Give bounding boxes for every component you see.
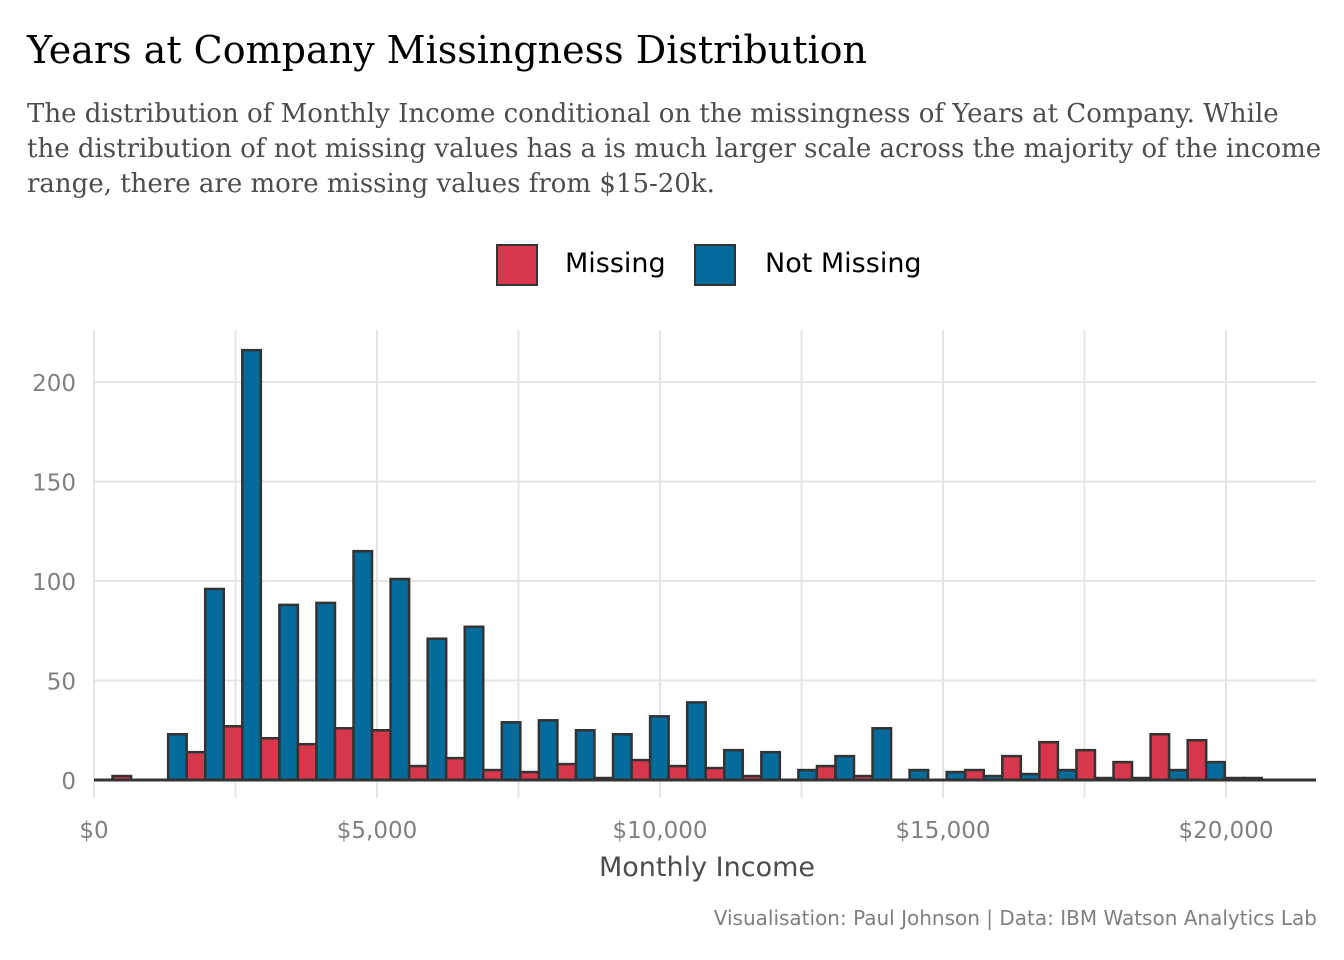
bar-not-missing bbox=[611, 732, 633, 782]
bar-not-missing bbox=[241, 348, 263, 782]
bar-not-missing bbox=[871, 727, 893, 782]
bar-missing bbox=[630, 758, 652, 782]
bar-not-missing bbox=[722, 748, 745, 782]
y-tick-label: 150 bbox=[32, 471, 76, 497]
bar-not-missing bbox=[760, 750, 782, 782]
bar-not-missing bbox=[389, 577, 411, 782]
bar-not-missing bbox=[648, 715, 670, 782]
chart-title: Years at Company Missingness Distributio… bbox=[27, 28, 868, 72]
bar-not-missing bbox=[1204, 760, 1226, 782]
y-tick-label: 100 bbox=[32, 570, 76, 596]
bar-missing bbox=[1075, 748, 1097, 782]
bar-missing bbox=[1001, 754, 1023, 782]
x-tick-label: $15,000 bbox=[895, 818, 990, 844]
caption: Visualisation: Paul Johnson | Data: IBM … bbox=[713, 906, 1317, 930]
bar-not-missing bbox=[834, 754, 856, 782]
x-tick-label: $10,000 bbox=[612, 818, 707, 844]
bar-missing bbox=[667, 764, 689, 782]
y-tick-label: 50 bbox=[47, 670, 76, 696]
y-tick-label: 0 bbox=[61, 769, 76, 795]
bar-missing bbox=[333, 727, 355, 782]
bar-not-missing bbox=[352, 549, 374, 782]
chart-subtitle: The distribution of Monthly Income condi… bbox=[27, 99, 1322, 199]
bar-missing bbox=[1186, 738, 1208, 782]
bar-not-missing bbox=[203, 587, 226, 782]
bar-not-missing bbox=[574, 729, 596, 782]
bar-missing bbox=[185, 750, 207, 782]
x-tick-label: $0 bbox=[79, 818, 108, 844]
bar-not-missing bbox=[278, 603, 300, 782]
bar-missing bbox=[222, 725, 244, 782]
bar-not-missing bbox=[500, 721, 522, 782]
legend-label-not-missing: Not Missing bbox=[765, 248, 922, 279]
bar-not-missing bbox=[315, 601, 337, 782]
legend-label-missing: Missing bbox=[565, 248, 666, 279]
bar-missing bbox=[407, 764, 429, 782]
bar-missing bbox=[444, 756, 466, 782]
bar-not-missing bbox=[166, 732, 188, 782]
legend-key-missing bbox=[496, 244, 538, 286]
x-axis-title: Monthly Income bbox=[598, 852, 816, 883]
x-tick-label: $20,000 bbox=[1178, 818, 1273, 844]
bar-missing bbox=[1149, 732, 1171, 782]
legend-key-not-missing bbox=[694, 244, 736, 286]
bar-missing bbox=[259, 736, 281, 782]
bar-not-missing bbox=[685, 701, 707, 782]
bar-missing bbox=[1038, 740, 1060, 782]
bar-not-missing bbox=[426, 637, 448, 782]
bar-not-missing bbox=[537, 719, 559, 782]
bar-not-missing bbox=[463, 625, 485, 782]
legend: Missing Not Missing bbox=[0, 244, 1344, 290]
bar-missing bbox=[1112, 760, 1134, 782]
bar-missing bbox=[704, 766, 726, 782]
bar-missing bbox=[296, 742, 318, 782]
bar-missing bbox=[815, 764, 837, 782]
x-tick-label: $5,000 bbox=[337, 818, 417, 844]
bar-missing bbox=[370, 729, 392, 782]
y-tick-label: 200 bbox=[32, 371, 76, 397]
bar-missing bbox=[556, 762, 578, 782]
